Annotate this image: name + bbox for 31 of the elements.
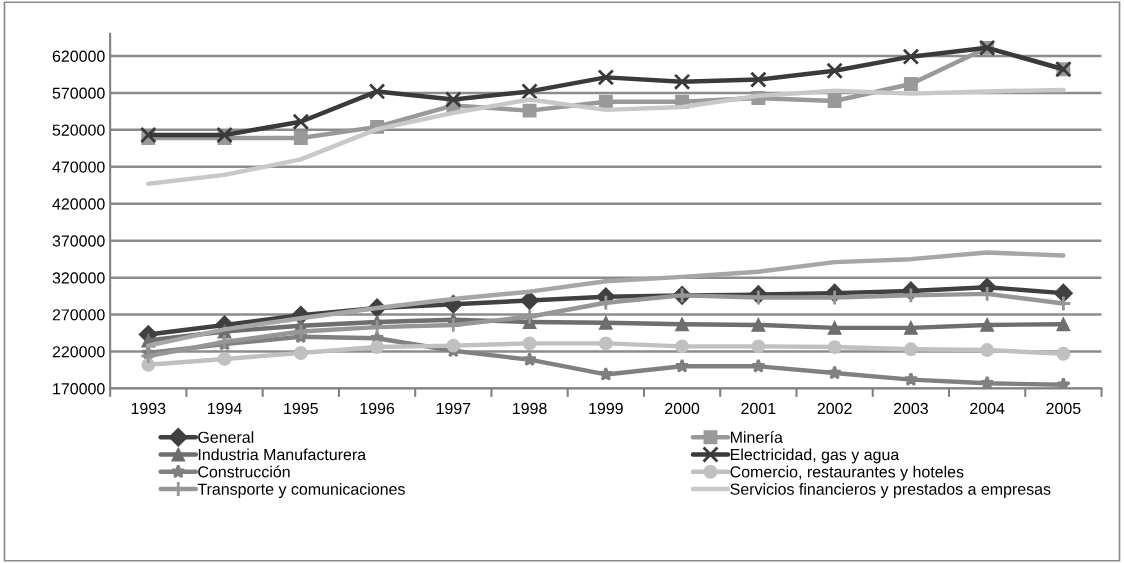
- y-tick-label: 620000: [52, 50, 105, 62]
- x-tick-label: 1995: [284, 402, 318, 415]
- x-tick-label: 2001: [741, 402, 776, 415]
- legend-label: Servicios financieros y prestados a empresas: [730, 483, 1051, 498]
- y-tick-label: 520000: [52, 124, 105, 136]
- x-tick-label: 1999: [589, 402, 623, 415]
- x-tick-label: 1996: [360, 402, 395, 415]
- y-tick-label: 220000: [52, 346, 105, 358]
- y-tick-label: 420000: [52, 198, 105, 210]
- x-tick-label: 2003: [893, 402, 928, 415]
- y-tick-label: 370000: [52, 235, 105, 247]
- x-tick-label: 1993: [131, 402, 166, 415]
- x-tick-label: 1998: [513, 402, 547, 415]
- legend-label: Comercio, restaurantes y hoteles: [730, 465, 964, 481]
- legend-label: Electricidad, gas y agua: [730, 448, 900, 464]
- legend-label: General: [198, 431, 254, 443]
- legend-label: Industria Manufacturera: [198, 448, 367, 461]
- x-tick-label: 2000: [665, 402, 700, 415]
- x-tick-label: 2005: [1046, 402, 1081, 415]
- legend-label: Construcción: [198, 465, 290, 478]
- x-tick-label: 2004: [970, 402, 1005, 415]
- legend-label: Minería: [730, 431, 783, 443]
- legend-label: Transporte y comunicaciones: [197, 483, 405, 498]
- y-tick-label: 570000: [52, 87, 105, 99]
- y-tick-label: 470000: [52, 161, 105, 173]
- x-tick-label: 2002: [817, 402, 852, 415]
- y-tick-label: 170000: [53, 383, 105, 395]
- x-tick-label: 1994: [207, 402, 242, 415]
- y-tick-label: 320000: [52, 272, 105, 284]
- x-tick-label: 1997: [436, 402, 471, 415]
- y-tick-label: 270000: [52, 309, 105, 321]
